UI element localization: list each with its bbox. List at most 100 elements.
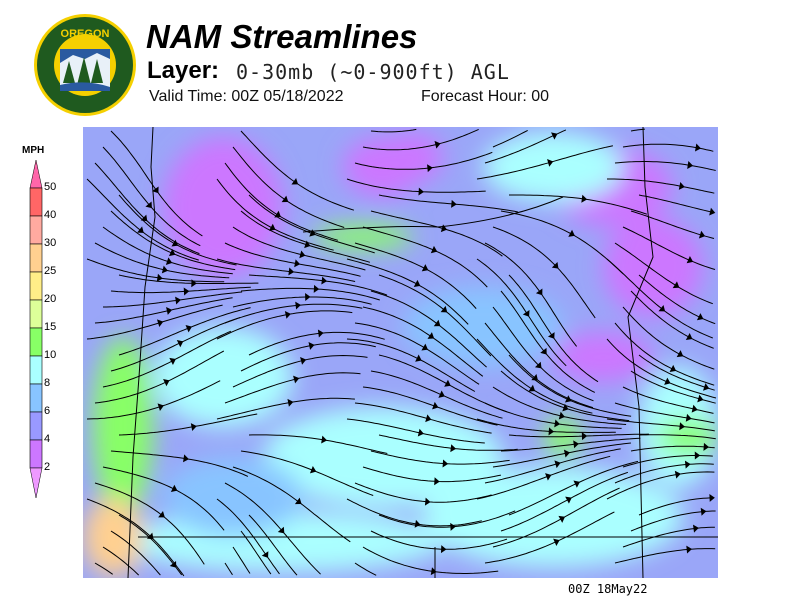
- streamline: [102, 466, 225, 531]
- streamline: [354, 562, 377, 576]
- legend-swatch: [29, 271, 43, 301]
- streamline: [86, 498, 185, 577]
- streamline: [240, 450, 374, 496]
- streamline: [362, 546, 499, 574]
- streamline: [484, 129, 567, 164]
- streamline-arrow: [277, 526, 285, 534]
- legend-tick: 2: [44, 461, 51, 473]
- streamline-arrow: [293, 375, 300, 384]
- streamline-arrow: [309, 229, 316, 237]
- streamline: [378, 510, 516, 528]
- streamline: [500, 471, 629, 532]
- legend-tick: 15: [44, 321, 57, 333]
- streamline: [354, 402, 492, 434]
- streamline-arrow: [685, 332, 693, 340]
- streamline-arrow: [294, 497, 302, 505]
- streamline: [492, 226, 596, 319]
- streamline: [110, 286, 251, 294]
- streamline: [614, 548, 716, 564]
- streamline: [614, 242, 713, 305]
- streamline: [224, 562, 233, 576]
- legend-tick: 6: [44, 405, 51, 417]
- streamline-arrow: [554, 460, 561, 469]
- streamline-arrow: [300, 357, 307, 365]
- streamline-arrow: [294, 259, 301, 268]
- streamline-arrow: [564, 395, 572, 403]
- streamline: [370, 370, 503, 419]
- streamline: [370, 290, 487, 368]
- streamline-arrow: [413, 279, 421, 287]
- streamline-arrow: [709, 207, 716, 216]
- streamline-arrow: [288, 267, 295, 276]
- streamline: [484, 322, 594, 409]
- streamline-arrow: [427, 332, 435, 339]
- streamline-arrow: [190, 423, 197, 431]
- streamline: [484, 402, 622, 429]
- streamline: [354, 482, 492, 503]
- streamline-arrow: [444, 379, 451, 387]
- streamline-arrow: [692, 524, 699, 533]
- streamline: [102, 146, 201, 247]
- svg-text:OREGON: OREGON: [61, 28, 110, 40]
- streamline-arrow: [568, 229, 575, 237]
- streamline-arrow: [304, 240, 311, 249]
- streamline-arrow: [157, 403, 164, 411]
- streamline: [240, 342, 376, 372]
- streamline-arrow: [170, 484, 178, 492]
- legend-swatch: [29, 439, 43, 469]
- streamline: [216, 258, 356, 282]
- streamline-arrow: [166, 307, 173, 315]
- streamline: [638, 354, 715, 391]
- streamline: [606, 258, 713, 339]
- streamline-arrow: [691, 404, 698, 413]
- streamline-arrow: [440, 305, 448, 313]
- streamline: [248, 274, 388, 296]
- streamline-arrow: [547, 332, 555, 339]
- streamline-arrow: [434, 140, 441, 149]
- streamline-arrow: [183, 287, 190, 296]
- streamline: [500, 290, 596, 393]
- streamline: [362, 306, 484, 377]
- streamline-arrow: [558, 515, 566, 523]
- streamline: [94, 350, 225, 404]
- streamline-arrow: [700, 507, 707, 516]
- streamline: [232, 226, 366, 271]
- streamline: [606, 418, 715, 432]
- streamline-arrow: [685, 413, 692, 422]
- streamline-arrow: [676, 350, 684, 358]
- streamline: [86, 304, 223, 340]
- streamline-arrow: [548, 427, 555, 436]
- streamline: [248, 434, 388, 454]
- streamline-arrow: [442, 459, 449, 468]
- streamline-arrow: [440, 224, 448, 233]
- legend-swatch: [29, 243, 43, 273]
- streamline: [354, 242, 477, 309]
- streamline: [346, 498, 482, 527]
- streamline-arrow: [175, 296, 181, 305]
- streamline: [346, 258, 469, 325]
- legend-swatch: [29, 355, 43, 385]
- streamline-arrow: [430, 567, 437, 576]
- streamline: [362, 128, 479, 151]
- streamline-arrow: [522, 310, 530, 317]
- streamline: [103, 291, 243, 308]
- legend-swatch: [29, 299, 43, 329]
- streamline: [614, 463, 714, 484]
- streamline-arrow: [171, 239, 179, 247]
- streamline-arrow: [158, 510, 165, 518]
- streamline-arrow: [415, 354, 422, 362]
- streamline: [102, 546, 140, 576]
- legend-tick: 20: [44, 293, 57, 305]
- streamline-arrow: [317, 329, 324, 338]
- streamline-arrow: [553, 538, 560, 546]
- streamline: [508, 460, 639, 516]
- streamline-arrow: [185, 324, 192, 333]
- streamline: [118, 413, 258, 436]
- streamline: [346, 178, 486, 193]
- streamline-arrow: [421, 264, 429, 272]
- streamline-arrow: [284, 310, 291, 319]
- streamline: [370, 210, 503, 257]
- streamline: [248, 194, 375, 254]
- streamline-arrow: [161, 265, 168, 274]
- timestamp: 00Z 18May22: [568, 582, 648, 596]
